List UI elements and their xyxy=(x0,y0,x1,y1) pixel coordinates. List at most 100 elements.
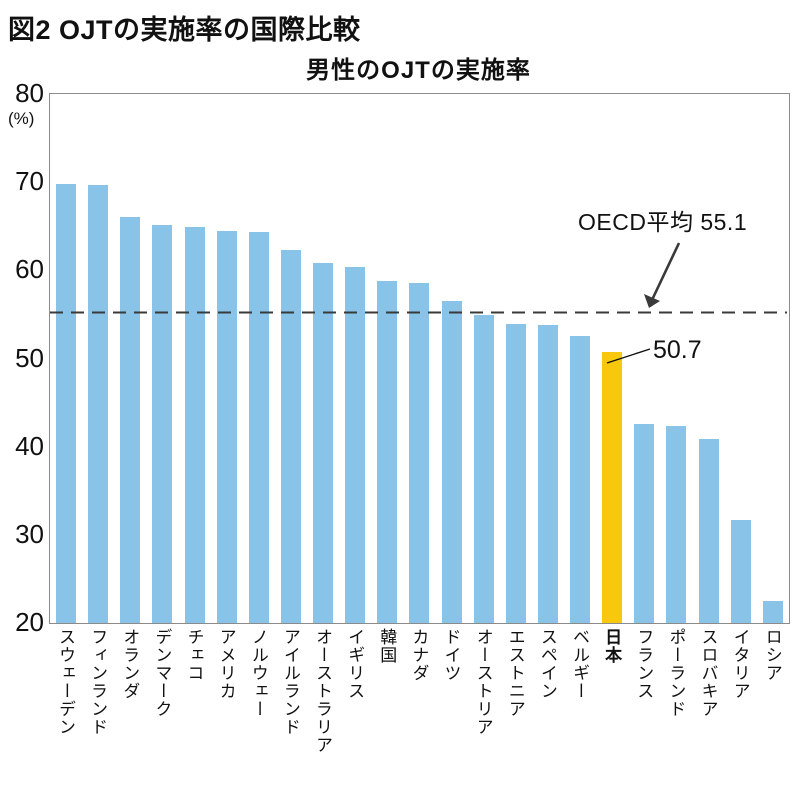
bar xyxy=(377,280,398,623)
x-label-slot: 日本 xyxy=(595,628,627,788)
bar xyxy=(120,217,141,623)
x-label-slot: オーストラリア xyxy=(306,628,338,788)
bar-slot xyxy=(500,94,532,623)
bar-slot xyxy=(307,94,339,623)
x-axis-label: ドイツ xyxy=(441,628,461,682)
x-label-slot: ポーランド xyxy=(659,628,691,788)
x-axis-label: チェコ xyxy=(184,628,204,682)
x-axis-label: イギリス xyxy=(345,628,365,700)
bar xyxy=(216,230,237,623)
x-label-slot: 韓国 xyxy=(370,628,402,788)
y-tick-label: 80 xyxy=(15,78,44,108)
bar xyxy=(570,335,591,623)
bar-slot xyxy=(757,94,789,623)
y-tick-label: 20 xyxy=(15,607,44,637)
bar-slot xyxy=(50,94,82,623)
x-label-slot: ノルウェー xyxy=(242,628,274,788)
x-label-slot: スウェーデン xyxy=(49,628,81,788)
bar-slot xyxy=(628,94,660,623)
bar-slot xyxy=(275,94,307,623)
bar xyxy=(441,301,462,623)
y-tick-label: 60 xyxy=(15,254,44,285)
x-axis-label: ポーランド xyxy=(666,628,686,718)
x-axis-label: スロバキア xyxy=(698,628,718,718)
oecd-average-label: OECD平均 55.1 xyxy=(578,209,748,235)
plot-area xyxy=(49,93,790,624)
bar xyxy=(313,263,334,623)
x-label-slot: オランダ xyxy=(113,628,145,788)
x-axis-label: ノルウェー xyxy=(248,628,268,718)
x-label-slot: カナダ xyxy=(402,628,434,788)
bar xyxy=(537,325,558,623)
x-label-slot: フランス xyxy=(627,628,659,788)
x-axis-label: フランス xyxy=(634,628,654,700)
x-label-slot: スペイン xyxy=(531,628,563,788)
y-tick-label: 70 xyxy=(15,166,44,197)
x-axis-label: デンマーク xyxy=(152,628,172,718)
bar xyxy=(248,232,269,623)
bar xyxy=(345,266,366,623)
x-axis-label: オーストリア xyxy=(473,628,493,736)
bars-container xyxy=(50,94,789,623)
x-label-slot: チェコ xyxy=(178,628,210,788)
x-axis-label: イタリア xyxy=(730,628,750,700)
bar-slot xyxy=(82,94,114,623)
japan-value-label: 50.7 xyxy=(653,336,702,364)
bar-slot xyxy=(468,94,500,623)
figure-title: 図2 OJTの実施率の国際比較 xyxy=(8,15,361,45)
x-label-slot: エストニア xyxy=(499,628,531,788)
bar-slot xyxy=(725,94,757,623)
bar-slot xyxy=(114,94,146,623)
x-axis-label: アイルランド xyxy=(280,628,300,736)
x-axis-label: ロシア xyxy=(762,628,782,682)
bar xyxy=(184,227,205,623)
x-axis-label: カナダ xyxy=(409,628,429,682)
bar-slot xyxy=(339,94,371,623)
x-axis-label: ベルギー xyxy=(569,628,589,700)
bar xyxy=(473,315,494,623)
bar-slot xyxy=(436,94,468,623)
bar xyxy=(698,438,719,623)
bar-slot xyxy=(211,94,243,623)
bar xyxy=(88,184,109,623)
x-axis-label: スペイン xyxy=(537,628,557,700)
bar-slot xyxy=(146,94,178,623)
bar-slot xyxy=(371,94,403,623)
x-axis-label: 日本 xyxy=(602,628,622,664)
x-axis-label: フィンランド xyxy=(88,628,108,736)
y-tick-label: 40 xyxy=(15,430,44,461)
bar-japan-highlight xyxy=(602,352,623,623)
y-axis-unit-label: (%) xyxy=(8,109,35,128)
bar xyxy=(56,183,77,623)
bar xyxy=(730,519,751,623)
x-axis-label: スウェーデン xyxy=(55,628,75,736)
x-label-slot: イギリス xyxy=(338,628,370,788)
bar xyxy=(762,600,783,623)
chart-subtitle: 男性のOJTの実施率 xyxy=(306,57,531,84)
x-label-slot: イタリア xyxy=(724,628,756,788)
bar-slot xyxy=(403,94,435,623)
bar xyxy=(280,250,301,623)
bar-slot xyxy=(660,94,692,623)
bar xyxy=(666,426,687,623)
bar-slot xyxy=(532,94,564,623)
bar-slot xyxy=(179,94,211,623)
y-tick-label: 30 xyxy=(15,518,44,549)
y-axis: (%) 80 70 60 50 40 30 20 xyxy=(0,0,44,794)
bar-slot xyxy=(564,94,596,623)
x-label-slot: アメリカ xyxy=(210,628,242,788)
x-axis-label: オランダ xyxy=(120,628,140,700)
x-axis-label: エストニア xyxy=(505,628,525,718)
x-axis-label: 韓国 xyxy=(377,628,397,664)
x-label-slot: ベルギー xyxy=(563,628,595,788)
x-label-slot: アイルランド xyxy=(274,628,306,788)
x-label-slot: ドイツ xyxy=(435,628,467,788)
bar xyxy=(409,282,430,623)
bar xyxy=(505,324,526,623)
y-tick-label: 50 xyxy=(15,342,44,373)
x-label-slot: フィンランド xyxy=(81,628,113,788)
bar-slot xyxy=(693,94,725,623)
x-axis-label: アメリカ xyxy=(216,628,236,700)
bar xyxy=(634,423,655,623)
